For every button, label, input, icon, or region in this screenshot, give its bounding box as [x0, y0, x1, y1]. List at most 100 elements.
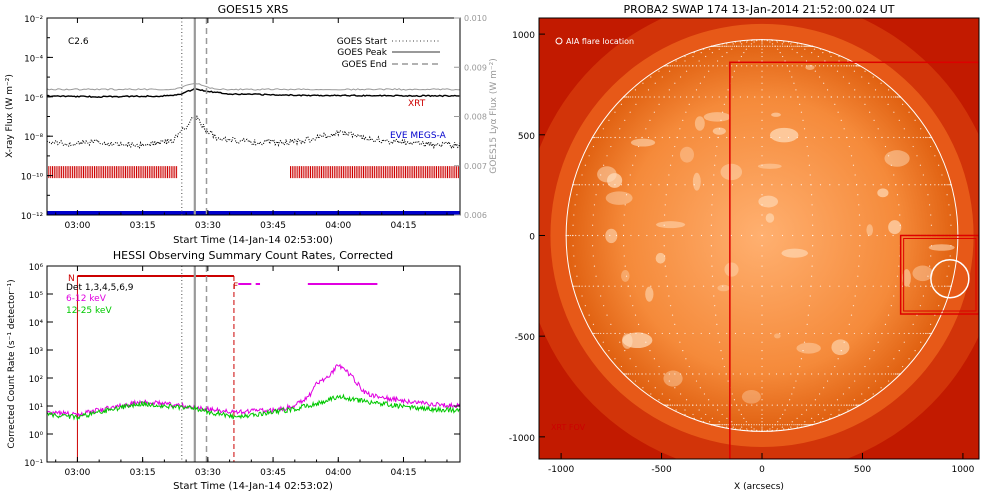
- active-region-patch: [663, 370, 683, 387]
- grid-dot: [852, 65, 855, 67]
- grid-dot: [703, 393, 706, 395]
- grid-dot: [671, 314, 674, 316]
- grid-dot: [841, 234, 843, 237]
- grid-dot: [920, 341, 922, 343]
- grid-dot: [692, 136, 694, 139]
- grid-dot: [902, 285, 904, 287]
- grid-dot: [898, 350, 900, 352]
- grid-dot: [864, 399, 866, 401]
- grid-dot: [791, 285, 793, 287]
- active-region-patch: [597, 166, 617, 183]
- grid-dot: [572, 234, 574, 237]
- grid-dot: [606, 136, 608, 139]
- hessi-y-tick-label: 10⁻¹: [24, 459, 43, 469]
- grid-dot: [671, 404, 674, 406]
- grid-dot: [902, 184, 904, 186]
- grid-dot: [804, 373, 806, 375]
- grid-dot: [873, 373, 875, 375]
- swap-title: PROBA2 SWAP 174 13-Jan-2014 21:52:00.024…: [623, 3, 894, 16]
- grid-dot: [634, 155, 637, 157]
- grid-dot: [726, 136, 728, 139]
- grid-dot: [669, 65, 672, 67]
- grid-dot: [675, 60, 677, 62]
- grid-dot: [654, 387, 656, 389]
- grid-dot: [634, 373, 637, 375]
- grid-dot: [787, 332, 790, 335]
- grid-dot: [893, 332, 895, 335]
- grid-dot: [819, 184, 822, 186]
- grid-dot: [908, 111, 910, 113]
- grid-dot: [679, 393, 682, 395]
- grid-dot: [637, 145, 640, 148]
- grid-dot: [868, 234, 870, 237]
- grid-dot: [779, 45, 781, 47]
- active-region-patch: [679, 146, 695, 163]
- grid-dot: [949, 214, 951, 216]
- grid-dot: [941, 285, 943, 287]
- grid-dot: [861, 393, 863, 395]
- grid-dot: [722, 424, 724, 426]
- grid-dot: [592, 214, 594, 216]
- grid-dot: [761, 96, 763, 98]
- grid-dot: [781, 426, 783, 428]
- grid-dot: [756, 424, 758, 426]
- grid-dot: [919, 305, 921, 307]
- grid-dot: [858, 255, 861, 257]
- grid-dot: [691, 234, 693, 237]
- grid-dot: [934, 184, 936, 186]
- grid-dot: [746, 96, 749, 98]
- goes-x-tick-label: 04:15: [391, 221, 417, 231]
- goes-xlabel: Start Time (14-Jan-14 02:53:00): [173, 235, 333, 246]
- grid-dot: [789, 45, 791, 47]
- grid-dot: [761, 43, 763, 45]
- grid-dot: [893, 96, 895, 98]
- grid-dot: [781, 43, 783, 45]
- grid-dot: [877, 128, 879, 130]
- grid-dot: [908, 332, 910, 335]
- grid-dot: [896, 194, 899, 196]
- grid-dot: [775, 373, 778, 375]
- grid-dot: [642, 387, 644, 389]
- grid-dot: [779, 417, 781, 419]
- active-region-patch: [720, 163, 743, 181]
- active-region-patch: [712, 127, 726, 135]
- grid-dot: [893, 174, 895, 176]
- grid-dot: [810, 184, 812, 186]
- grid-dot: [693, 285, 695, 287]
- grid-dot: [761, 350, 763, 352]
- grid-dot: [884, 373, 887, 375]
- grid-dot: [586, 234, 589, 237]
- grid-dot: [632, 96, 634, 98]
- grid-dot: [734, 332, 737, 335]
- grid-dot: [664, 265, 666, 267]
- grid-dot: [791, 65, 793, 67]
- grid-dot: [836, 399, 839, 401]
- grid-dot: [610, 323, 612, 326]
- grid-dot: [715, 424, 717, 426]
- grid-dot: [898, 119, 900, 121]
- grid-dot: [731, 424, 733, 426]
- hessi-legend-high: 12-25 keV: [66, 306, 112, 316]
- grid-dot: [938, 285, 940, 287]
- grid-dot: [624, 136, 626, 139]
- series-12-25-kev-line: [47, 393, 460, 421]
- grid-dot: [930, 285, 932, 287]
- grid-dot: [572, 224, 574, 226]
- grid-dot: [944, 184, 946, 186]
- grid-dot: [895, 184, 897, 186]
- swap-x-tick-label: 0: [759, 465, 765, 475]
- grid-dot: [710, 224, 712, 226]
- grid-dot: [775, 96, 778, 98]
- grid-dot: [817, 373, 819, 375]
- active-region-patch: [884, 150, 910, 167]
- grid-dot: [856, 404, 858, 406]
- grid-dot: [873, 96, 875, 98]
- grid-dot: [948, 184, 950, 186]
- grid-dot: [822, 332, 824, 335]
- grid-dot: [668, 380, 670, 382]
- grid-dot: [853, 332, 856, 335]
- grid-dot: [666, 404, 669, 406]
- grid-dot: [684, 413, 686, 416]
- grid-dot: [721, 413, 723, 416]
- active-region-patch: [694, 116, 705, 131]
